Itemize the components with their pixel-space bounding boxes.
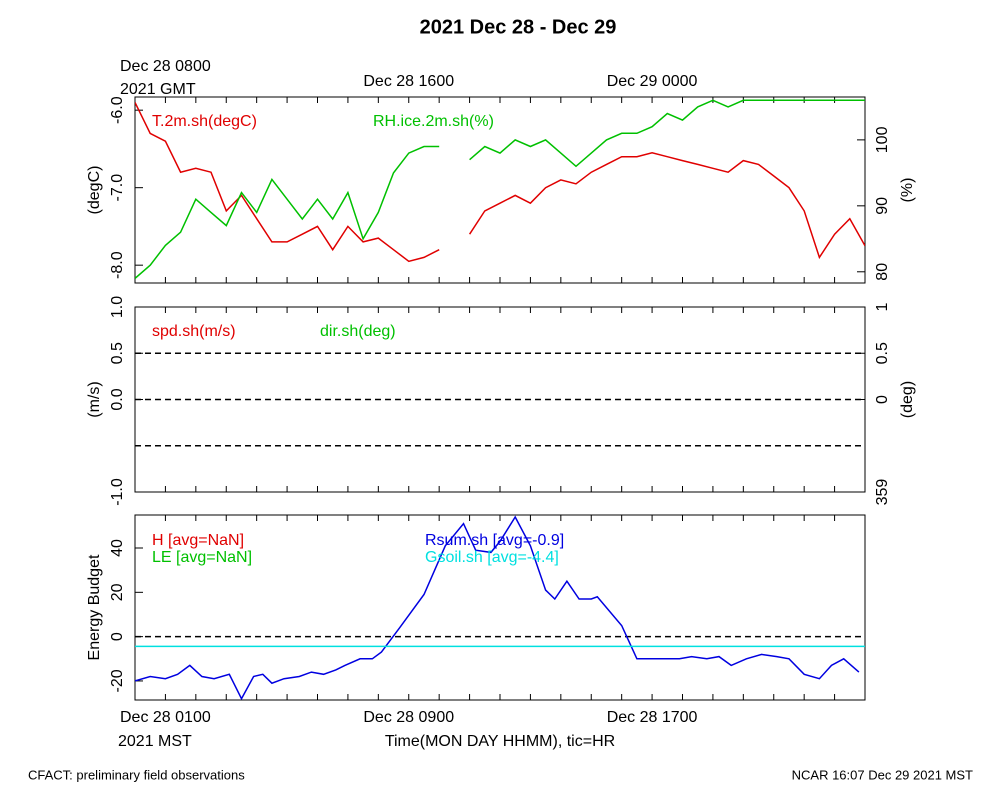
y-axis-label: (degC) [86,166,103,215]
y-tick-label: 40 [109,539,126,557]
series-line [135,102,865,263]
y-tick-label: -7.0 [109,174,126,202]
y2-tick-label: 359 [874,479,891,506]
y-tick-label: 20 [109,583,126,601]
y-tick-label: -20 [109,669,126,692]
y-tick-label: 0.5 [109,342,126,364]
legend-entry: H [avg=NaN] [152,532,244,549]
x-axis-label: Time(MON DAY HHMM), tic=HR [385,733,615,750]
bottom-time-label: Dec 28 1700 [607,709,698,726]
legend-entry: dir.sh(deg) [320,323,396,340]
y-axis-label: (m/s) [86,381,103,417]
y2-tick-label: 0.5 [874,342,891,364]
legend-entry: LE [avg=NaN] [152,549,252,566]
y2-tick-label: 100 [874,126,891,153]
top-time-label: Dec 28 1600 [363,73,454,90]
bottom-time-label: Dec 28 0100 [120,709,211,726]
series-line [135,515,860,700]
y2-axis-label: (%) [899,178,916,203]
y-tick-label: -6.0 [109,96,126,124]
footer-left: CFACT: preliminary field observations [28,767,245,782]
y-tick-label: 0 [109,632,126,641]
chart-title: 2021 Dec 28 - Dec 29 [420,16,617,38]
y-axis-label: Energy Budget [86,554,103,660]
y2-tick-label: 80 [874,263,891,281]
legend-entry: spd.sh(m/s) [152,323,236,340]
legend-entry: RH.ice.2m.sh(%) [373,113,494,130]
bottom-sublabel: 2021 MST [118,733,192,750]
legend-entry: Rsum.sh [avg=-0.9] [425,532,564,549]
y2-tick-label: 0 [874,395,891,404]
y2-tick-label: 1 [874,302,891,311]
y2-axis-label: (deg) [899,381,916,418]
y-tick-label: -1.0 [109,478,126,506]
top-time-label: Dec 28 0800 [120,58,211,75]
y-tick-label: 0.0 [109,388,126,410]
top-sublabel: 2021 GMT [120,81,196,98]
series-line [135,99,865,279]
y-tick-label: 1.0 [109,296,126,318]
footer-right: NCAR 16:07 Dec 29 2021 MST [792,767,973,782]
bottom-time-label: Dec 28 0900 [363,709,454,726]
legend-entry: T.2m.sh(degC) [152,113,257,130]
y2-tick-label: 90 [874,197,891,215]
top-time-label: Dec 29 0000 [607,73,698,90]
legend-entry: Gsoil.sh [avg=-4.4] [425,549,559,566]
y-tick-label: -8.0 [109,251,126,279]
